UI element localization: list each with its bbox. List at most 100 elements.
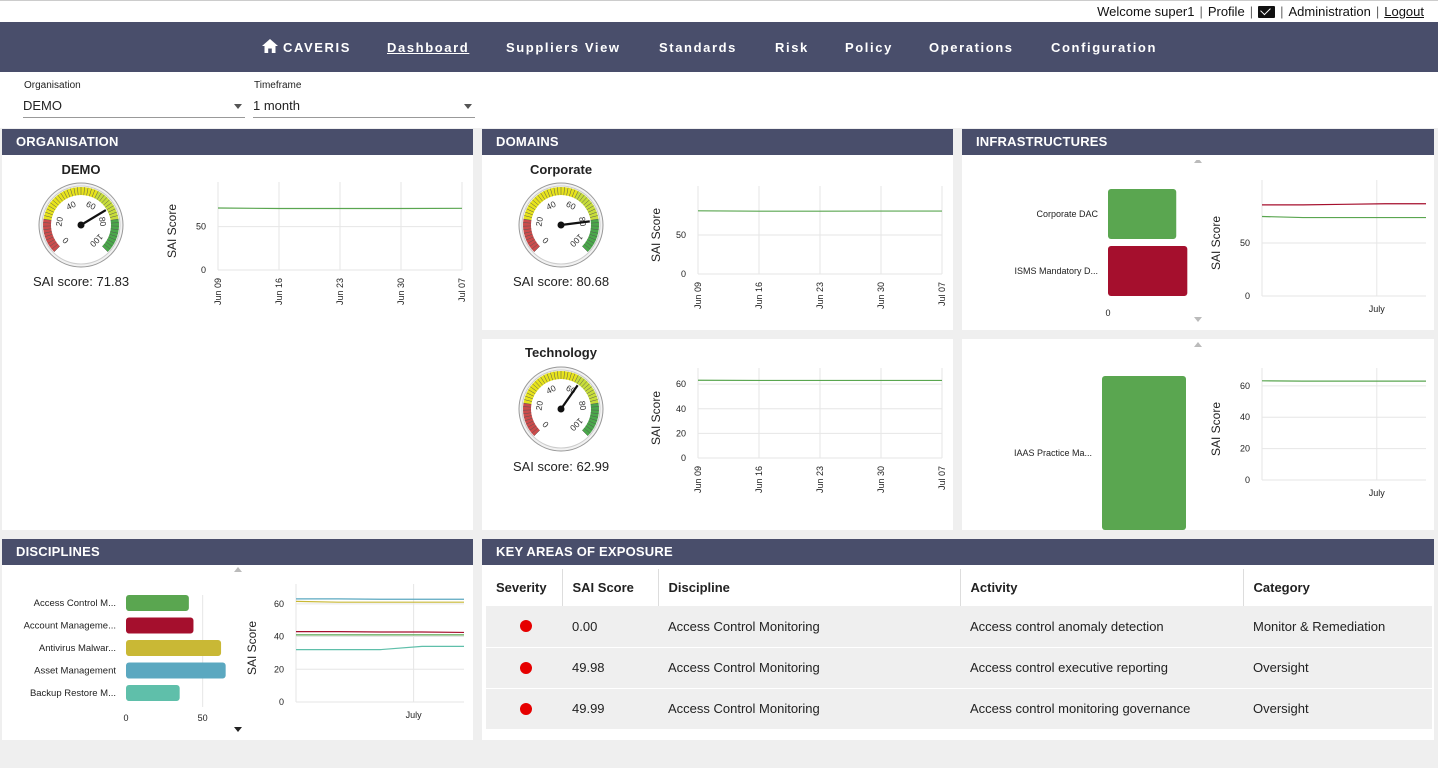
nav-policy[interactable]: Policy: [845, 40, 893, 55]
gauge-tick: [109, 211, 117, 216]
gauge-tick: [581, 381, 588, 388]
bar: [126, 685, 180, 701]
gauge-label: 20: [534, 216, 545, 227]
profile-link[interactable]: Profile: [1207, 4, 1245, 19]
tick-label: Jun 16: [754, 282, 764, 309]
tick-label: 40: [1240, 412, 1250, 422]
gauge-label: 20: [534, 400, 545, 411]
axis-label: SAI Score: [245, 621, 259, 675]
gauge-tick: [557, 371, 559, 380]
nav-operations[interactable]: Operations: [929, 40, 1014, 55]
bar-label: Asset Management: [34, 666, 116, 677]
gauge-tick: [103, 199, 110, 206]
tick-label: 50: [196, 222, 206, 232]
gauge-tick: [530, 202, 537, 208]
gauge-label: 80: [97, 216, 108, 227]
organisation-header: ORGANISATION: [2, 129, 473, 155]
gauge-tick: [589, 215, 598, 218]
bar-label: Antivirus Malwar...: [39, 643, 116, 654]
gauge-tick: [63, 191, 68, 199]
gauge-title: Corporate: [529, 162, 593, 177]
gauge-tick: [557, 187, 559, 196]
gauge-tick: [110, 228, 119, 231]
tick-label: Jun 30: [396, 278, 406, 305]
bar-label: IAAS Practice Ma...: [1014, 448, 1092, 458]
tick-label: 0: [279, 697, 284, 707]
tick-label: 0: [201, 265, 206, 275]
gauge-band: [94, 191, 119, 221]
gauge-needle: [80, 209, 107, 226]
gauge-tick: [96, 192, 102, 200]
category-cell: Oversight: [1243, 688, 1432, 730]
top-strip: [0, 0, 1438, 22]
infra-technology-trend-chart: SAI Score 0 20 40 60 July: [1209, 368, 1426, 498]
bar: [126, 662, 226, 679]
gauge-tick: [590, 415, 599, 418]
timeframe-select[interactable]: 1 month: [253, 94, 475, 118]
col-activity[interactable]: Activity: [960, 569, 1244, 606]
gauge-tick: [589, 395, 597, 400]
bar-label: Access Control M...: [34, 598, 116, 609]
table-row[interactable]: 49.98 Access Control Monitoring Access c…: [486, 647, 1432, 689]
gauge-tick: [109, 215, 118, 218]
gauge-tick: [574, 191, 579, 199]
gauge-tick: [550, 372, 553, 381]
nav-standards[interactable]: Standards: [659, 40, 737, 55]
tick-label: 0: [681, 269, 686, 279]
gauge-tick: [528, 205, 536, 210]
gauge-needle: [560, 384, 579, 410]
severity-dot: [520, 661, 532, 674]
gauge-tick: [543, 375, 548, 383]
gauge-tick: [108, 236, 116, 241]
col-sai-score[interactable]: SAI Score: [562, 569, 659, 606]
gauge-tick: [94, 191, 99, 199]
table-row[interactable]: 0.00 Access Control Monitoring Access co…: [486, 606, 1432, 648]
technology-trend-chart: SAI Score 0 20 40 60 Jun 09 Jun 16 Jun 23 Jun 30…: [649, 368, 947, 493]
category-cell: Oversight: [1243, 647, 1432, 689]
gauge-tick: [533, 430, 540, 437]
col-severity[interactable]: Severity: [486, 569, 563, 606]
table-row[interactable]: 49.99 Access Control Monitoring Access c…: [486, 688, 1432, 730]
nav-dashboard[interactable]: Dashboard: [387, 40, 470, 55]
tick-label: Jun 30: [876, 466, 886, 493]
gauge-tick: [583, 427, 591, 434]
col-category[interactable]: Category: [1243, 569, 1432, 606]
gauge-tick: [586, 205, 594, 210]
infra-technology-panel: [962, 339, 1434, 530]
organisation-select[interactable]: DEMO: [23, 94, 245, 118]
gauge-tick: [590, 406, 599, 408]
gauge-tick: [576, 376, 582, 384]
gauge-tick: [590, 402, 599, 405]
tick-label: Jul 07: [937, 282, 947, 306]
gauge-tick: [537, 378, 543, 386]
infrastructures-header: INFRASTRUCTURES: [962, 129, 1434, 155]
tick-label: July: [1369, 304, 1386, 314]
main-nav: CAVERIS Dashboard Suppliers View Standar…: [0, 22, 1438, 72]
scroll-up-icon: [1194, 342, 1202, 347]
col-discipline[interactable]: Discipline: [658, 569, 961, 606]
nav-configuration[interactable]: Configuration: [1051, 40, 1158, 55]
nav-risk[interactable]: Risk: [775, 40, 809, 55]
gauge-tick: [526, 208, 534, 213]
scroll-up-icon: [1194, 160, 1202, 163]
gauge-tick: [586, 389, 594, 394]
gauge-tick: [537, 194, 543, 202]
timeframe-label: Timeframe: [254, 80, 302, 91]
gauge-tick: [553, 187, 556, 196]
gauge-tick: [43, 222, 52, 224]
gauge-tick: [585, 202, 592, 208]
gauge-tick: [590, 222, 599, 224]
disciplines-header: DISCIPLINES: [2, 539, 473, 565]
gauge-tick: [566, 371, 569, 380]
nav-suppliers-view[interactable]: Suppliers View: [506, 40, 621, 55]
gauge-tick: [53, 246, 60, 253]
logout-link[interactable]: Logout: [1384, 4, 1424, 19]
administration-link[interactable]: Administration: [1288, 4, 1371, 19]
mail-icon[interactable]: [1258, 5, 1276, 18]
brand-link[interactable]: CAVERIS: [283, 40, 352, 55]
gauge-tick: [43, 231, 52, 234]
home-icon[interactable]: [262, 39, 278, 53]
bar: [1102, 376, 1186, 530]
gauge-label: 60: [564, 383, 577, 396]
activity-cell: Access control executive reporting: [960, 647, 1243, 689]
